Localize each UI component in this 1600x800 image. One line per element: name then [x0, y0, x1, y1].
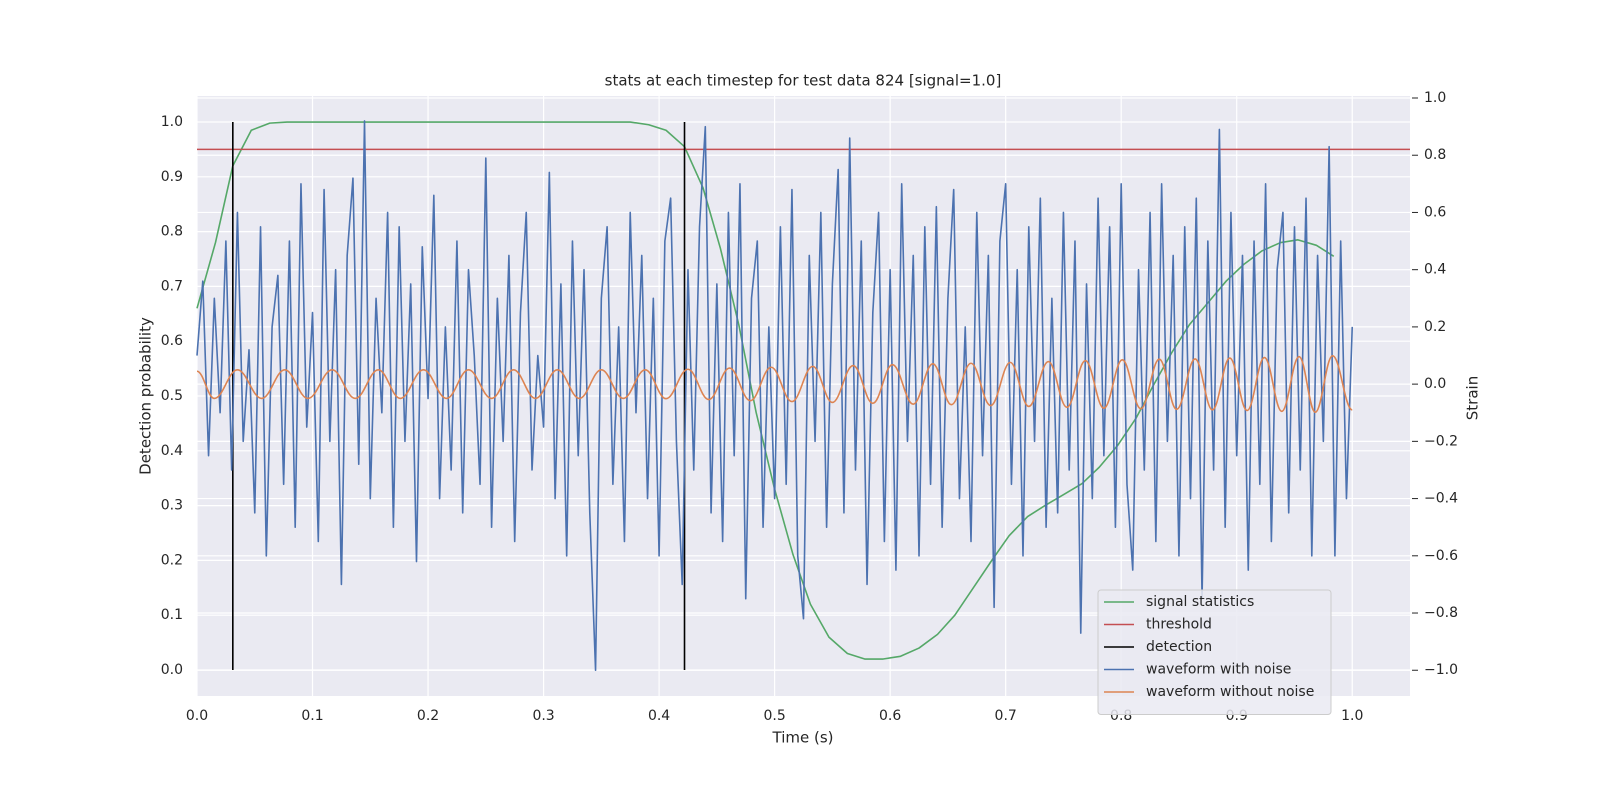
legend-label: signal statistics	[1146, 594, 1254, 610]
y2-axis-label: Strain	[1464, 376, 1482, 420]
x-axis-label: Time (s)	[772, 729, 834, 747]
y-tick-label: 0.2	[161, 552, 183, 568]
legend-label: detection	[1146, 639, 1212, 655]
y-tick-label: 0.0	[161, 662, 183, 678]
x-tick-label: 0.7	[995, 708, 1017, 724]
x-tick-label: 0.1	[301, 708, 323, 724]
x-tick-label: 0.4	[648, 708, 670, 724]
y2-tick-label: −0.2	[1424, 433, 1458, 449]
y-tick-label: 0.9	[161, 169, 183, 185]
y2-tick-label: 1.0	[1424, 90, 1446, 106]
y2-tick-label: −0.8	[1424, 605, 1458, 621]
x-tick-label: 0.6	[879, 708, 901, 724]
y2-tick-label: 0.6	[1424, 204, 1446, 220]
y-axis-label: Detection probability	[137, 317, 155, 475]
legend-label: waveform with noise	[1146, 662, 1291, 678]
series-line	[196, 120, 1354, 672]
y2-tick-label: −0.6	[1424, 548, 1458, 564]
y2-tick-label: 0.8	[1424, 147, 1446, 163]
legend-label: waveform without noise	[1146, 684, 1314, 700]
y2-tick-label: 0.4	[1424, 262, 1446, 278]
y-tick-label: 0.7	[161, 278, 183, 294]
y2-tick-label: 0.2	[1424, 319, 1446, 335]
x-tick-label: 0.3	[532, 708, 554, 724]
y2-tick-label: −1.0	[1424, 662, 1458, 678]
y-tick-label: 0.6	[161, 333, 183, 349]
y2-tick-label: −0.4	[1424, 491, 1458, 507]
y-tick-label: 1.0	[161, 114, 183, 130]
x-tick-label: 0.5	[763, 708, 785, 724]
x-tick-label: 1.0	[1341, 708, 1363, 724]
series-line	[196, 355, 1354, 413]
y-tick-label: 0.5	[161, 388, 183, 404]
y-tick-label: 0.8	[161, 224, 183, 240]
legend-label: threshold	[1146, 617, 1212, 633]
y2-tick-label: 0.0	[1424, 376, 1446, 392]
x-tick-label: 0.2	[417, 708, 439, 724]
chart-title: stats at each timestep for test data 824…	[605, 72, 1002, 90]
y-tick-label: 0.3	[161, 498, 183, 514]
y-tick-label: 0.1	[161, 607, 183, 623]
legend-box	[1097, 589, 1332, 715]
x-tick-label: 0.0	[186, 708, 208, 724]
y-tick-label: 0.4	[161, 443, 183, 459]
